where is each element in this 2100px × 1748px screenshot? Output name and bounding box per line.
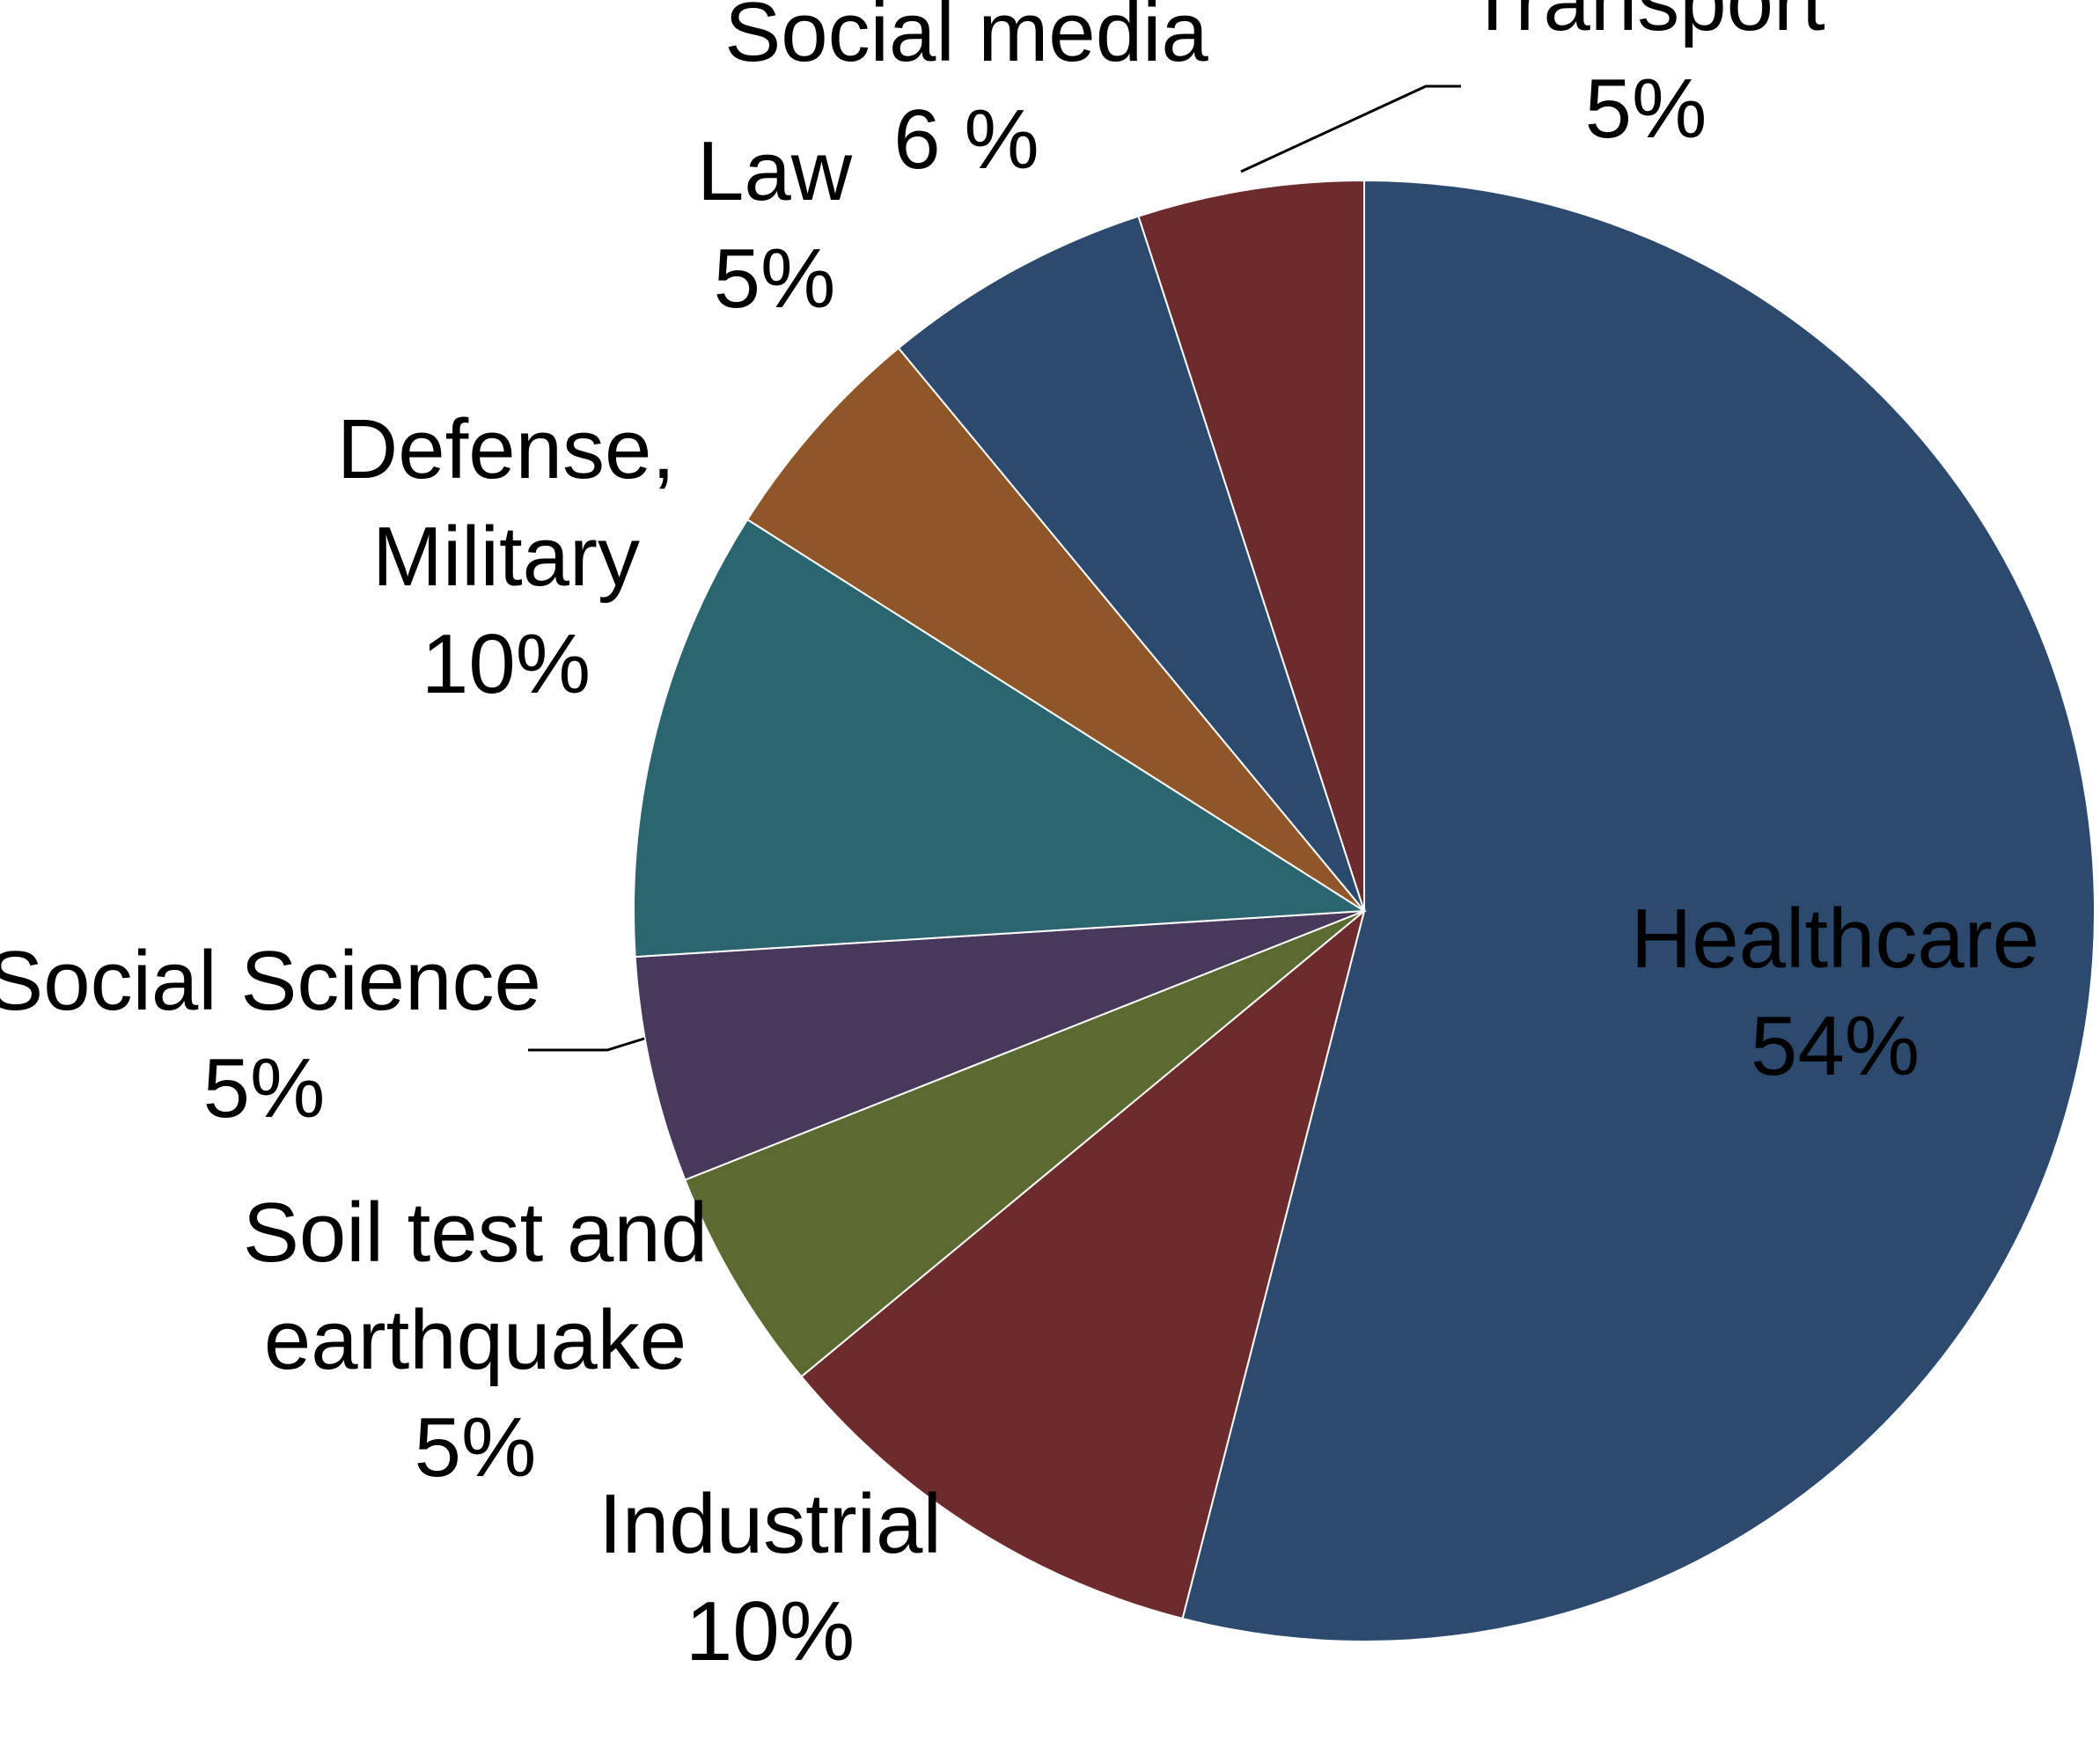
pie-slices: [633, 179, 2096, 1642]
slice-label-defense-military: Defense, Military 10%: [337, 402, 675, 711]
slice-label-soil-test-and-earthquake: Soil test and earthquake 5%: [243, 1186, 708, 1495]
pie-slice-healthcare: [1181, 179, 2096, 1642]
slice-label-law: Law 5%: [697, 124, 853, 326]
pie-slice-social-media: [897, 215, 1365, 912]
slice-label-healthcare: Healthcare 54%: [1631, 892, 2039, 1093]
slice-label-industrial: Industrial 10%: [598, 1477, 942, 1678]
leader-line-transport: [1240, 84, 1461, 173]
pie-slice-soil-test-and-earthquake: [683, 910, 1365, 1378]
leader-lines: [528, 84, 1461, 1052]
pie-slice-law: [745, 347, 1365, 912]
pie-slice-industrial: [800, 908, 1366, 1620]
pie-slice-transport: [1137, 179, 1365, 912]
slice-labels: Healthcare 54% Industrial 10%Soil test and e…: [0, 0, 2039, 1678]
pie-slice-social-science: [634, 910, 1365, 1181]
slice-label-transport: Transport 5%: [1466, 0, 1825, 156]
slice-label-social-science: Social Science 5%: [0, 934, 541, 1135]
pie-slice-defense-military: [633, 518, 1368, 958]
leader-line-social-science: [528, 1037, 645, 1052]
slice-label-social-media: Social media 6 %: [724, 0, 1208, 187]
